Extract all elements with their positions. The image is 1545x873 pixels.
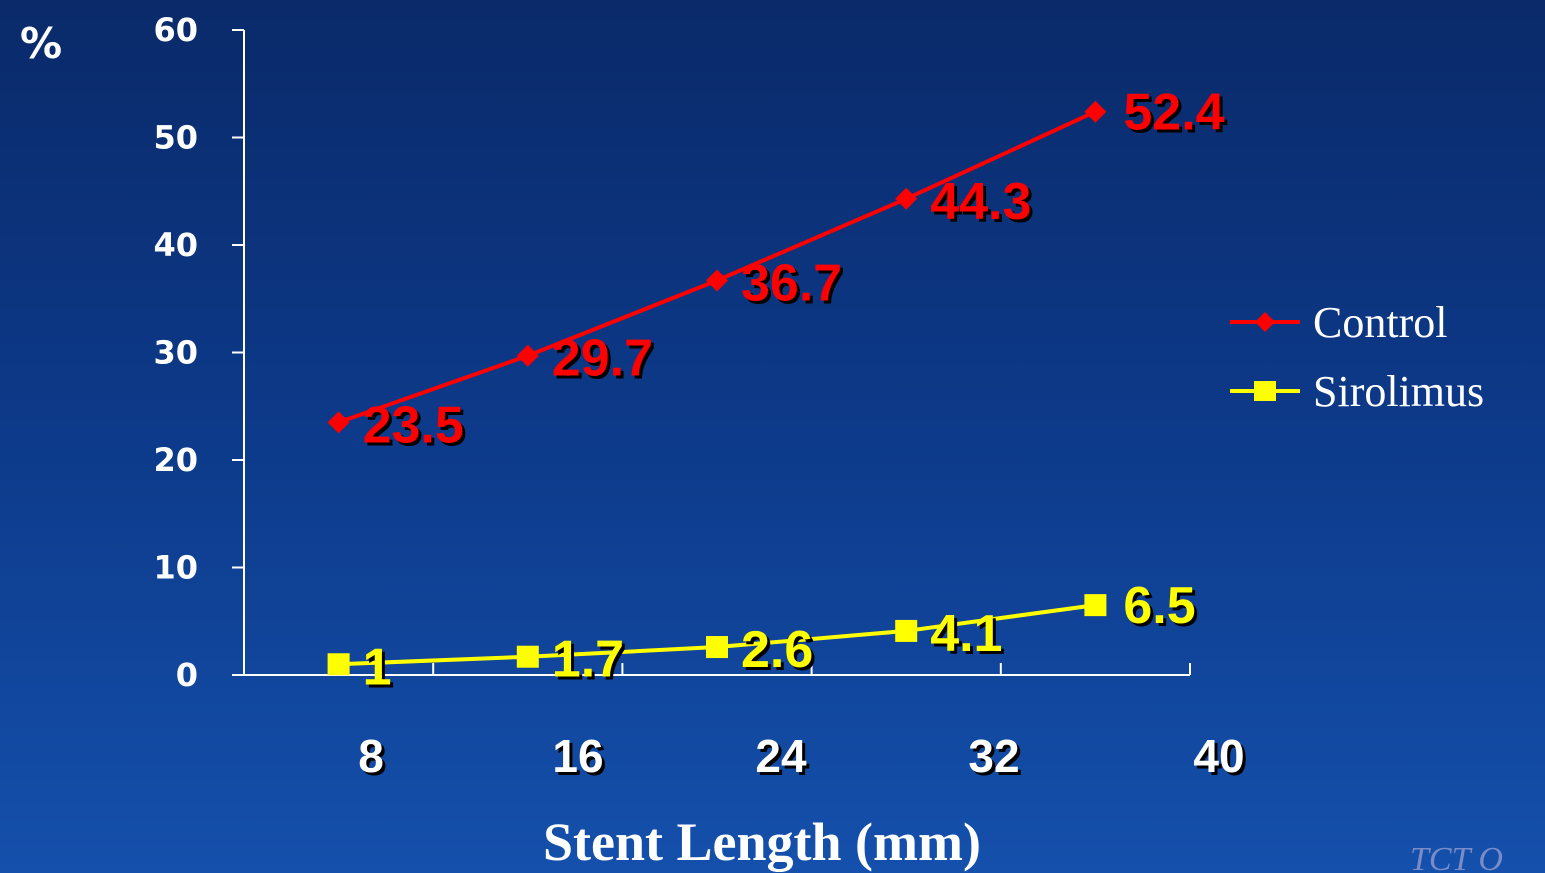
x-tick-label-shadow: 24 xyxy=(758,733,810,785)
series-control: 23.523.529.729.736.736.744.344.352.452.4 xyxy=(327,84,1228,457)
data-point-marker xyxy=(1084,594,1107,617)
x-tick-label: 8 xyxy=(358,730,384,782)
y-axis-unit-label: % xyxy=(20,19,62,68)
x-tick-label-shadow: 40 xyxy=(1196,733,1247,785)
data-label-shadow: 36.7 xyxy=(744,257,845,315)
data-label-shadow: 23.5 xyxy=(366,399,467,457)
x-tick-label-shadow: 32 xyxy=(971,733,1022,785)
data-label-shadow: 29.7 xyxy=(555,333,656,391)
data-point-marker xyxy=(327,411,350,434)
data-label: 6.5 xyxy=(1123,577,1195,635)
x-axis-label: Stent Length (mm) xyxy=(543,812,981,872)
x-tick-label: 24 xyxy=(755,730,807,782)
legend-label: Sirolimus xyxy=(1313,367,1484,416)
legend: Control Sirolimus xyxy=(1230,298,1484,416)
legend-label: Control xyxy=(1313,298,1447,347)
y-tick-label: 50 xyxy=(153,119,198,157)
data-label: 36.7 xyxy=(741,254,842,312)
axes xyxy=(232,29,1191,676)
data-point-marker xyxy=(516,344,539,367)
data-label: 4.1 xyxy=(930,605,1002,663)
y-tick-label: 30 xyxy=(153,334,198,372)
data-label-shadow: 4.1 xyxy=(933,608,1005,666)
y-tick-labels: 0 10 20 30 40 50 60 xyxy=(153,11,198,694)
legend-marker xyxy=(1255,312,1275,332)
data-label: 2.6 xyxy=(741,621,813,679)
series-group: 23.523.529.729.736.736.744.344.352.452.4… xyxy=(327,84,1228,699)
x-tick-label-shadow: 8 xyxy=(361,733,387,785)
y-tick-label: 20 xyxy=(153,441,198,479)
legend-marker xyxy=(1254,381,1276,401)
data-point-marker xyxy=(706,636,728,659)
data-point-marker xyxy=(327,653,350,676)
data-label: 52.4 xyxy=(1123,84,1224,142)
y-tick-label: 60 xyxy=(153,11,198,49)
data-label: 23.5 xyxy=(363,396,464,454)
watermark-text: TCT O xyxy=(1410,841,1503,873)
data-point-marker xyxy=(895,187,918,210)
data-label: 44.3 xyxy=(930,173,1031,231)
y-tick-label: 10 xyxy=(153,549,198,587)
y-tick-label: 40 xyxy=(153,226,198,264)
series-sirolimus: 11 1.71.7 2.62.6 4.14.1 6.56.5 xyxy=(327,577,1199,699)
data-label-shadow: 2.6 xyxy=(744,624,816,682)
series-line xyxy=(337,109,1097,425)
y-tick-label: 0 xyxy=(176,656,198,694)
data-label: 1 xyxy=(363,638,392,696)
data-label-shadow: 52.4 xyxy=(1126,87,1227,145)
x-tick-label-shadow: 16 xyxy=(555,733,606,785)
data-point-marker xyxy=(895,619,918,642)
data-label-shadow: 44.3 xyxy=(933,176,1034,234)
data-label-shadow: 6.5 xyxy=(1126,580,1198,638)
data-point-marker xyxy=(516,645,539,668)
x-tick-label: 40 xyxy=(1193,730,1244,782)
data-label-shadow: 1 xyxy=(366,641,395,699)
data-label: 1.7 xyxy=(552,631,624,689)
data-label-shadow: 1.7 xyxy=(555,634,627,692)
x-tick-label: 16 xyxy=(552,730,603,782)
data-point-marker xyxy=(706,269,728,292)
data-label: 29.7 xyxy=(552,330,653,388)
x-tick-label: 32 xyxy=(968,730,1019,782)
data-point-marker xyxy=(1084,100,1107,123)
